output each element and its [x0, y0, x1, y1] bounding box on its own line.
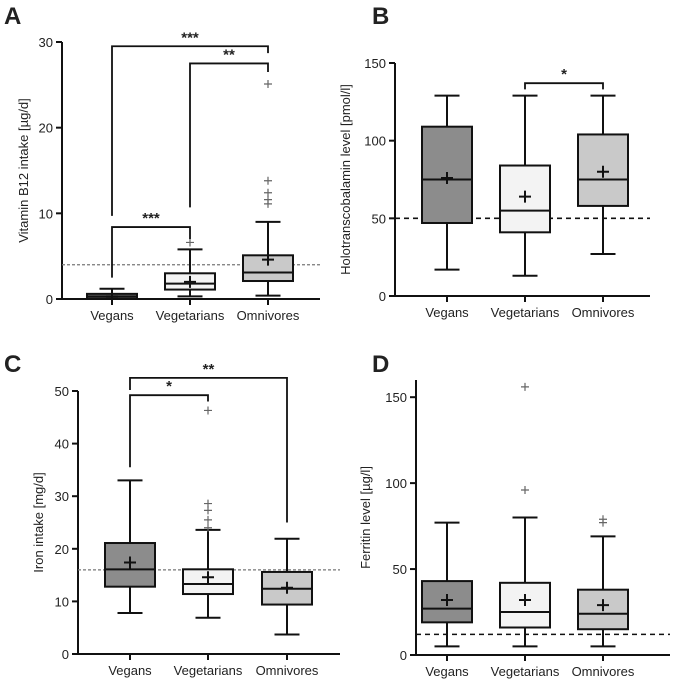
mean-marker: [597, 599, 609, 612]
box-omnivores: [577, 515, 629, 648]
box-vegetarians: [164, 238, 216, 298]
x-tick-label: Vegetarians: [174, 663, 243, 678]
y-tick-label: 20: [55, 542, 69, 557]
y-tick-label: 0: [62, 647, 69, 662]
y-tick-label: 10: [55, 594, 69, 609]
outlier-point: [204, 523, 212, 532]
y-tick-label: 0: [400, 648, 407, 663]
mean-marker: [441, 171, 453, 184]
x-tick-label: Omnivores: [237, 308, 300, 323]
outlier-point: [521, 486, 529, 494]
significance-label: *: [166, 378, 172, 395]
box-vegans: [86, 287, 138, 303]
outlier-point: [204, 499, 212, 508]
panel-d: D 0 50 100 150 Ferritin level [µg/l] Vegans Veg…: [358, 351, 670, 679]
mean-marker: [597, 165, 609, 178]
x-tick-label: Vegans: [425, 305, 469, 320]
y-tick-label: 20: [39, 121, 53, 136]
y-tick-label: 40: [55, 437, 69, 452]
significance-label: **: [203, 361, 215, 378]
mean-marker: [124, 556, 136, 569]
y-tick-label: 150: [364, 56, 386, 71]
box-omnivores: [242, 79, 294, 297]
outlier-point: [204, 515, 212, 524]
y-tick-label: 50: [55, 384, 69, 399]
outlier-point: [264, 188, 272, 197]
outlier-point: [599, 515, 607, 524]
significance-bracket: [524, 82, 604, 90]
x-tick-label: Vegans: [108, 663, 152, 678]
significance-label: *: [561, 66, 567, 83]
outlier-point: [264, 79, 272, 88]
outlier-point: [204, 506, 212, 515]
x-tick-label: Vegans: [90, 308, 134, 323]
box-vegetarians: [499, 94, 551, 277]
significance-bracket: [111, 226, 191, 278]
y-tick-label: 30: [39, 35, 53, 50]
panel-letter: D: [372, 351, 389, 378]
mean-marker: [184, 275, 196, 288]
significance-label: ***: [181, 29, 199, 46]
y-tick-label: 50: [372, 211, 386, 226]
y-axis-label: Ferritin level [µg/l]: [358, 466, 373, 569]
x-tick-label: Vegetarians: [491, 305, 560, 320]
x-tick-label: Omnivores: [256, 663, 319, 678]
significance-bracket: [189, 62, 269, 208]
panel-c: C 0 10 20 30 40 50 Iron intake [mg/d] Vegans Vege…: [4, 351, 340, 678]
y-tick-label: 0: [46, 292, 53, 307]
y-axis-label: Vitamin B12 intake [µg/d]: [16, 98, 31, 243]
y-tick-label: 10: [39, 206, 53, 221]
y-axis-label: Iron intake [mg/d]: [31, 472, 46, 572]
box-vegetarians: [499, 382, 551, 648]
outlier-point: [204, 406, 212, 415]
panel-letter: B: [372, 3, 389, 30]
x-tick-label: Vegetarians: [156, 308, 225, 323]
outlier-point: [264, 195, 272, 204]
x-tick-label: Omnivores: [572, 664, 635, 679]
box-vegans: [421, 521, 473, 648]
panel-a: A 0 10 20 30 Vitamin B12 intake [µg/d] Vegans V…: [4, 3, 320, 323]
outlier-point: [521, 382, 529, 391]
x-tick-label: Vegetarians: [491, 664, 560, 679]
mean-marker: [519, 594, 531, 606]
mean-marker: [202, 571, 214, 584]
outlier-point: [264, 176, 272, 185]
panel-letter: A: [4, 3, 21, 30]
mean-marker: [281, 581, 293, 594]
box-vegetarians: [182, 406, 234, 619]
outlier-point: [186, 238, 194, 247]
significance-bracket: [111, 45, 269, 216]
y-tick-label: 100: [385, 476, 407, 491]
x-tick-label: Vegans: [425, 664, 469, 679]
significance-label: **: [223, 46, 235, 63]
y-tick-label: 30: [55, 489, 69, 504]
mean-marker: [441, 594, 453, 606]
box-omnivores: [261, 537, 313, 636]
y-axis-label: Holotranscobalamin level [pmol/l]: [338, 84, 353, 275]
box-vegans: [104, 479, 156, 614]
significance-label: ***: [142, 210, 160, 227]
y-tick-label: 100: [364, 134, 386, 149]
y-tick-label: 50: [393, 562, 407, 577]
x-tick-label: Omnivores: [572, 305, 635, 320]
box-omnivores: [577, 94, 629, 256]
mean-marker: [519, 190, 531, 203]
box-vegans: [421, 94, 473, 271]
box-iqr: [577, 588, 629, 631]
y-tick-label: 150: [385, 390, 407, 405]
mean-marker: [262, 253, 274, 266]
significance-bracket: [129, 394, 209, 468]
panel-letter: C: [4, 351, 21, 378]
significance-bracket: [129, 376, 288, 523]
y-tick-label: 0: [379, 289, 386, 304]
panel-b: B 0 50 100 150 Holotranscobalamin level [pmol…: [338, 3, 650, 320]
